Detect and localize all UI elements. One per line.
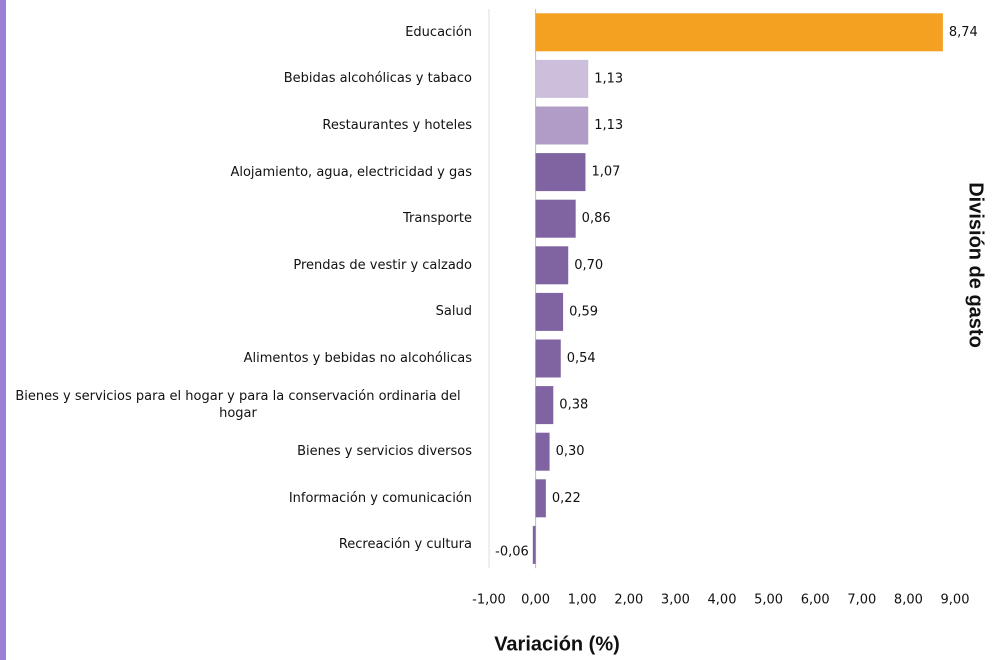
y-tick-label: Recreación y cultura (338, 537, 472, 553)
category-row: Salud (4, 292, 472, 332)
category-row: Educación (4, 12, 472, 52)
bar (535, 432, 550, 471)
value-label: 0,54 (567, 351, 596, 366)
x-axis-title: Variación (%) (494, 633, 620, 655)
x-tick-label: -1,00 (472, 593, 506, 608)
bar (535, 292, 564, 331)
x-tick-label: 4,00 (708, 593, 737, 608)
bar (535, 153, 586, 192)
x-tick-label: 5,00 (754, 593, 783, 608)
value-label: 0,86 (582, 211, 611, 226)
y-tick-label: Información y comunicación (288, 490, 472, 506)
category-row: Bienes y servicios para el hogar y para … (4, 385, 472, 425)
bar (535, 339, 561, 378)
bar (535, 106, 589, 145)
category-row: Recreación y cultura (4, 525, 472, 565)
bar (535, 199, 576, 238)
x-tick-label: 7,00 (847, 593, 876, 608)
value-label: 1,07 (591, 165, 620, 180)
bar (535, 13, 943, 52)
bar (535, 59, 589, 98)
side-stripe (0, 0, 6, 660)
category-row: Transporte (4, 199, 472, 239)
bar (535, 479, 546, 518)
x-tick-label: 0,00 (521, 593, 550, 608)
x-tick-label: 1,00 (568, 593, 597, 608)
category-row: Prendas de vestir y calzado (4, 245, 472, 285)
y-tick-label: Restaurantes y hoteles (322, 118, 472, 133)
value-label: 0,22 (552, 491, 581, 506)
category-row: Alojamiento, agua, electricidad y gas (4, 152, 472, 192)
category-row: Alimentos y bebidas no alcohólicas (4, 339, 472, 379)
category-row: Información y comunicación (4, 478, 472, 518)
category-row: Bienes y servicios diversos (4, 432, 472, 472)
bar (535, 246, 569, 285)
value-label: 1,13 (594, 71, 623, 86)
y-tick-label: Salud (435, 304, 472, 320)
x-tick-label: 6,00 (801, 593, 830, 608)
value-label: 0,30 (556, 444, 585, 459)
y-tick-label: Alimentos y bebidas no alcohólicas (243, 351, 472, 366)
value-label: 0,38 (559, 398, 588, 413)
y-tick-label: Bienes y servicios para el hogar y para … (15, 389, 461, 422)
x-tick-label: 3,00 (661, 593, 690, 608)
y-tick-label: Bienes y servicios diversos (297, 444, 472, 460)
x-tick-label: 8,00 (894, 593, 923, 608)
y-tick-label: Educación (405, 24, 472, 40)
category-row: Restaurantes y hoteles (4, 106, 472, 146)
x-tick-label: 9,00 (941, 593, 970, 608)
y-tick-label: Alojamiento, agua, electricidad y gas (230, 164, 472, 180)
y-axis-title: División de gasto (965, 182, 987, 348)
category-row: Bebidas alcohólicas y tabaco (4, 59, 472, 99)
value-label: 0,59 (569, 304, 598, 319)
y-tick-label: Prendas de vestir y calzado (293, 257, 472, 273)
value-label: -0,06 (495, 544, 529, 559)
x-tick-label: 2,00 (614, 593, 643, 608)
y-tick-label: Transporte (403, 211, 472, 227)
y-tick-label: Bebidas alcohólicas y tabaco (283, 71, 472, 87)
value-label: 0,70 (574, 258, 603, 273)
value-label: 1,13 (594, 118, 623, 133)
value-label: 8,74 (949, 25, 978, 40)
bar (535, 386, 554, 425)
bar (532, 525, 536, 564)
